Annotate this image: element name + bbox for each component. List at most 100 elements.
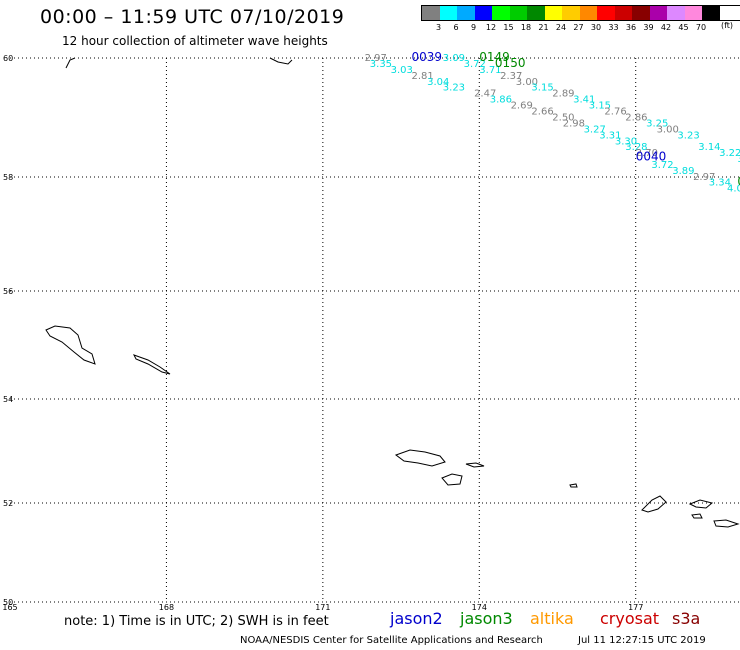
legend-swatch — [492, 6, 510, 20]
swh-value: 2.37 — [500, 71, 522, 82]
swh-value: 3.12 — [737, 154, 740, 165]
coastline-island-east3 — [465, 462, 485, 468]
legend-unit: (ft) — [721, 21, 734, 30]
swh-value: 2.69 — [511, 101, 533, 112]
swh-value: 2.70 — [636, 148, 658, 159]
legend-label: 6 — [453, 23, 459, 32]
legend-label: 70 — [695, 23, 707, 32]
coastline-island-east8 — [713, 519, 740, 528]
swh-value: 2.89 — [552, 89, 574, 100]
legend-swatch — [544, 6, 562, 20]
swh-value: 3.15 — [589, 101, 611, 112]
legend-label: 15 — [503, 23, 514, 32]
legend-swatch — [474, 6, 492, 20]
swh-observations: 2.97 3.09 3.35 3.72 3.03 3.71 2.81 2.37 3.04 3.00… — [365, 53, 740, 194]
lat-label: 50 — [3, 598, 13, 607]
footer-credit: NOAA/NESDIS Center for Satellite Applica… — [240, 635, 543, 646]
mission-jason2: jason2 — [390, 609, 443, 628]
time-label: 01 — [737, 175, 740, 189]
legend-swatch — [457, 6, 475, 20]
lat-label: 58 — [3, 173, 13, 182]
swh-value: 3.71 — [479, 65, 501, 76]
coastline-north — [65, 57, 293, 69]
time-label: 0149 — [479, 50, 510, 64]
swh-value: 3.23 — [443, 83, 465, 94]
coastline-island-east1 — [394, 449, 446, 467]
swh-value: 2.98 — [563, 118, 585, 129]
swh-value: 4.09 — [727, 183, 740, 194]
lat-label: 54 — [3, 395, 13, 404]
swh-value: 3.31 — [599, 130, 621, 141]
legend-label: 36 — [625, 23, 637, 32]
map-grid — [10, 57, 740, 603]
swh-value: 3.35 — [370, 59, 392, 70]
legend-label: 30 — [590, 23, 602, 32]
legend-swatch — [579, 6, 597, 20]
swh-value: 3.00 — [516, 77, 538, 88]
legend-swatch — [684, 6, 702, 20]
swh-value: 3.30 — [615, 136, 637, 147]
legend-swatch — [527, 6, 545, 20]
legend-label: 42 — [660, 23, 672, 32]
legend-label: 21 — [538, 23, 549, 32]
swh-value: 3.04 — [427, 77, 449, 88]
legend-swatch — [439, 6, 457, 20]
swh-value: 3.15 — [531, 83, 553, 94]
color-legend: 3 6 9 12 15 18 21 24 27 30 33 36 39 42 45 70 — [421, 5, 740, 35]
lon-label: 165 — [2, 603, 17, 612]
legend-label: 3 — [435, 23, 442, 32]
swh-value: 2.66 — [531, 107, 553, 118]
coastline-island-east7 — [691, 513, 703, 519]
legend-swatch — [667, 6, 685, 20]
legend-swatch — [422, 6, 440, 20]
legend-label: 27 — [573, 23, 584, 32]
coastline-island-mid — [132, 354, 171, 375]
lat-label: 56 — [3, 287, 13, 296]
swh-value: 2.97 — [693, 172, 715, 183]
coastline-island-east6 — [688, 499, 714, 509]
time-label: 0040 — [636, 149, 667, 163]
coastline-island-east4 — [569, 483, 578, 488]
map-title: 00:00 – 11:59 UTC 07/10/2019 — [40, 6, 345, 28]
swh-value: 3.72 — [464, 59, 486, 70]
lat-label: 52 — [3, 499, 13, 508]
mission-jason3: jason3 — [460, 609, 513, 628]
legend-swatch — [597, 6, 615, 20]
lat-label: 60 — [3, 54, 13, 63]
swh-value: 3.27 — [584, 124, 606, 135]
mission-s3a: s3a — [672, 609, 701, 628]
legend-label: 12 — [485, 23, 497, 32]
swh-value: 3.28 — [625, 142, 647, 153]
swh-value: 3.89 — [672, 166, 694, 177]
swh-value: 3.72 — [651, 160, 673, 171]
legend-label: 45 — [678, 23, 689, 32]
legend-swatch — [649, 6, 667, 20]
coastline-island-west — [45, 325, 96, 365]
swh-value: 2.47 — [474, 89, 496, 100]
legend-label: 33 — [608, 23, 619, 32]
legend-label: 9 — [470, 23, 477, 32]
swh-value: 3.09 — [443, 53, 465, 64]
swh-value: 3.25 — [646, 118, 668, 129]
swh-value: 3.22 — [719, 148, 740, 159]
legend-labels: 3 6 9 12 15 18 21 24 27 30 33 36 39 42 45 70 — [421, 23, 740, 35]
swh-value: 3.41 — [573, 95, 595, 106]
mission-cryosat: cryosat — [600, 609, 660, 628]
swh-value: 2.76 — [604, 107, 626, 118]
legend-swatch — [509, 6, 527, 20]
lon-label: 174 — [472, 603, 487, 612]
swh-value: 3.34 — [709, 178, 731, 189]
legend-label: 24 — [555, 23, 567, 32]
legend-swatch — [614, 6, 632, 20]
legend-swatch — [632, 6, 650, 20]
swh-value: 2.50 — [552, 112, 574, 123]
lon-label: 177 — [628, 603, 643, 612]
legend-swatch — [702, 6, 720, 20]
footer-timestamp: Jul 11 12:27:15 UTC 2019 — [578, 635, 706, 646]
lon-label: 171 — [315, 603, 330, 612]
swh-value: 3.23 — [677, 130, 699, 141]
swh-value: 2.97 — [365, 53, 387, 64]
